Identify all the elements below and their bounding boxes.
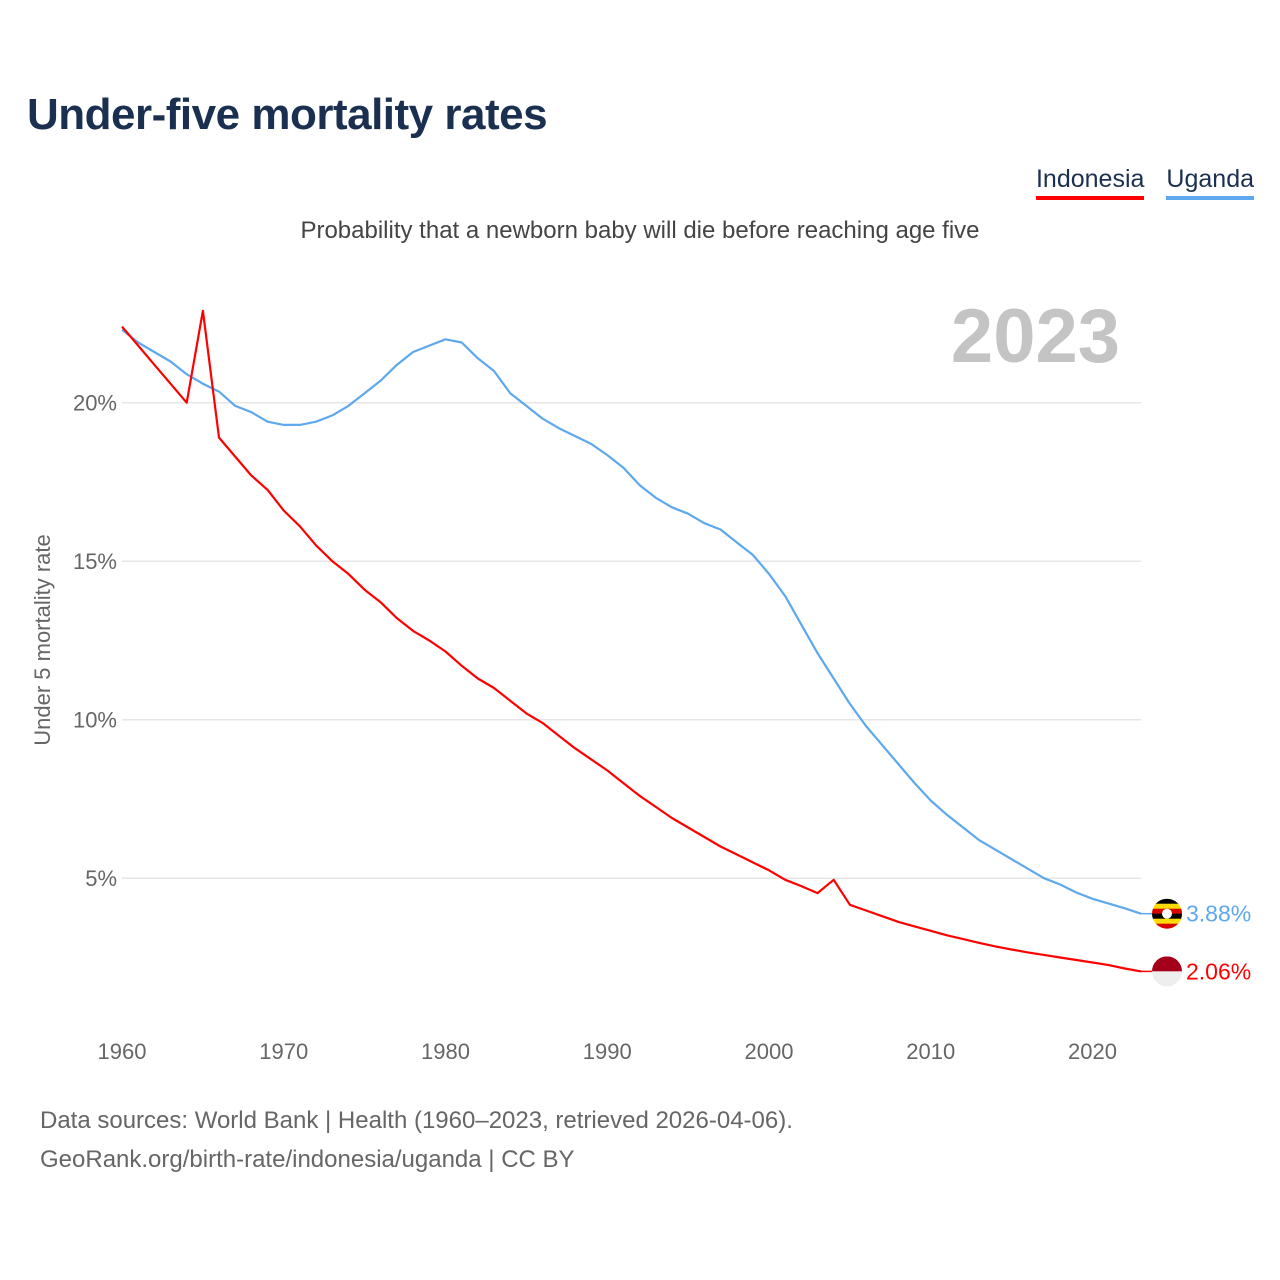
x-tick-label: 1990 bbox=[583, 1039, 632, 1064]
y-tick-label: 15% bbox=[73, 549, 117, 574]
x-tick-label: 2000 bbox=[745, 1039, 794, 1064]
chart-plot: 2023 5% 10% 15% 20% 1960 1970 1980 1990 2000 2010 2… bbox=[30, 294, 1251, 1064]
footer-link[interactable]: GeoRank.org/birth-rate/indonesia/uganda … bbox=[40, 1146, 575, 1173]
y-tick-label: 5% bbox=[85, 866, 117, 891]
chart-title: Under-five mortality rates bbox=[27, 90, 548, 139]
end-value-label-uganda: 3.88% bbox=[1186, 901, 1251, 927]
y-tick-label: 20% bbox=[73, 391, 117, 416]
legend-item-indonesia[interactable]: Indonesia bbox=[1035, 165, 1145, 200]
footer-sources: Data sources: World Bank | Health (1960–… bbox=[40, 1107, 793, 1134]
x-tick-label: 1980 bbox=[421, 1039, 470, 1064]
legend: Indonesia Uganda bbox=[1035, 165, 1254, 200]
uganda-flag-icon bbox=[1152, 898, 1182, 929]
legend-item-uganda[interactable]: Uganda bbox=[1166, 165, 1254, 200]
x-tick-label: 1960 bbox=[98, 1039, 147, 1064]
x-tick-label: 2020 bbox=[1068, 1039, 1117, 1064]
series-line-uganda bbox=[121, 328, 1142, 915]
indonesia-flag-icon bbox=[1152, 956, 1182, 987]
x-tick-label: 1970 bbox=[259, 1039, 308, 1064]
end-value-label-indonesia: 2.06% bbox=[1186, 958, 1251, 984]
series-line-indonesia bbox=[121, 309, 1142, 973]
y-tick-label: 10% bbox=[73, 708, 117, 733]
x-tick-label: 2010 bbox=[906, 1039, 955, 1064]
year-label: 2023 bbox=[951, 294, 1120, 379]
y-axis-label: Under 5 mortality rate bbox=[30, 534, 55, 746]
chart-subtitle: Probability that a newborn baby will die… bbox=[300, 217, 980, 244]
